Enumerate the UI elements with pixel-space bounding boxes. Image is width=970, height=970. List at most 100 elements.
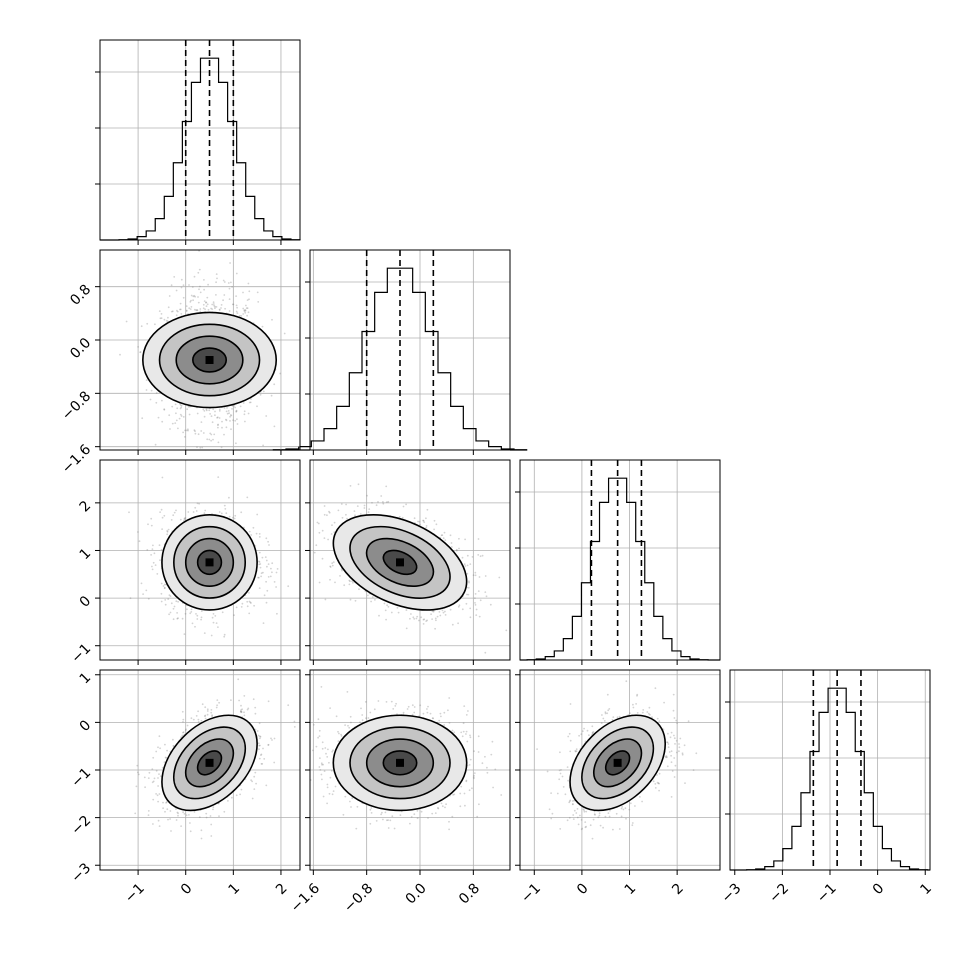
scatter-point	[199, 308, 202, 310]
scatter-point	[205, 305, 208, 308]
scatter-point	[410, 613, 412, 615]
scatter-point	[235, 272, 238, 275]
scatter-point	[210, 415, 213, 418]
scatter-point	[324, 598, 327, 601]
scatter-point	[422, 618, 425, 621]
scatter-point	[239, 710, 242, 713]
scatter-point	[374, 599, 376, 601]
scatter-point	[199, 310, 202, 313]
scatter-point	[185, 305, 188, 307]
scatter-point	[184, 612, 187, 615]
scatter-point	[159, 317, 162, 320]
scatter-point	[193, 275, 196, 278]
scatter-point	[177, 427, 179, 430]
scatter-point	[147, 523, 149, 526]
scatter-point	[216, 277, 218, 280]
scatter-point	[240, 315, 243, 317]
scatter-point	[209, 413, 212, 415]
scatter-point	[228, 298, 231, 300]
scatter-point	[423, 618, 426, 621]
scatter-point	[170, 830, 172, 832]
scatter-point	[211, 421, 214, 424]
scatter-point	[230, 796, 233, 799]
scatter-point	[200, 837, 203, 840]
scatter-point	[220, 304, 223, 306]
scatter-point	[151, 781, 154, 784]
scatter-point	[359, 513, 362, 515]
scatter-point	[258, 533, 261, 535]
scatter-point	[378, 614, 380, 617]
scatter-point	[449, 608, 452, 611]
scatter-point	[236, 418, 238, 421]
scatter-panel-1-0	[95, 249, 301, 466]
scatter-point	[180, 406, 183, 409]
scatter-point	[466, 593, 468, 596]
scatter-point	[158, 825, 161, 827]
scatter-point	[248, 592, 250, 594]
scatter-point	[329, 566, 332, 568]
contour-line-1	[349, 525, 451, 599]
scatter-point	[461, 608, 464, 611]
scatter-point	[166, 749, 169, 752]
scatter-point	[262, 444, 264, 447]
scatter-point	[187, 405, 190, 408]
scatter-point	[221, 426, 223, 429]
scatter-point	[382, 502, 385, 505]
histogram-frame-2	[519, 459, 721, 661]
scatter-point	[214, 305, 217, 308]
scatter-point	[137, 771, 139, 774]
scatter-point	[197, 721, 200, 723]
scatter-point	[444, 539, 447, 541]
scatter-point	[331, 564, 334, 567]
scatter-point	[217, 424, 219, 426]
scatter-point	[415, 617, 418, 620]
scatter-point	[465, 602, 468, 605]
scatter-point	[192, 511, 195, 513]
scatter-point	[198, 464, 200, 466]
scatter-point	[431, 610, 434, 613]
scatter-point	[200, 616, 203, 619]
scatter-point	[208, 438, 211, 441]
scatter-point	[223, 281, 226, 283]
scatter-point	[321, 557, 324, 560]
scatter-point	[185, 309, 188, 312]
scatter-point	[170, 602, 173, 605]
scatter-point	[249, 601, 252, 604]
scatter-point	[244, 420, 246, 423]
scatter-point	[235, 310, 238, 313]
scatter-point	[276, 612, 278, 615]
scatter-point	[138, 540, 141, 543]
scatter-point	[426, 508, 429, 511]
scatter-point	[231, 408, 233, 410]
contour-line-0	[332, 513, 468, 611]
scatter-point	[235, 410, 238, 412]
scatter-point	[349, 580, 351, 583]
scatter-point	[169, 428, 171, 430]
scatter-point	[214, 410, 216, 413]
scatter-point	[223, 633, 226, 636]
scatter-point	[251, 780, 254, 783]
scatter-point	[182, 731, 184, 734]
scatter-point	[191, 622, 194, 625]
scatter-point	[430, 613, 432, 616]
scatter-point	[204, 509, 207, 512]
scatter-point	[203, 415, 206, 418]
scatter-point	[417, 520, 419, 523]
scatter-point	[179, 308, 181, 311]
scatter-point	[348, 579, 351, 582]
scatter-point	[176, 310, 179, 313]
scatter-point	[233, 517, 236, 520]
scatter-point	[155, 401, 158, 404]
scatter-point	[253, 604, 256, 607]
scatter-point	[194, 625, 196, 628]
scatter-point	[323, 537, 326, 539]
scatter-point	[173, 276, 176, 278]
scatter-point	[269, 575, 272, 578]
scatter-point	[259, 563, 262, 565]
scatter-point	[163, 318, 166, 321]
scatter-point	[167, 306, 170, 309]
scatter-point	[212, 303, 215, 305]
scatter-point	[184, 517, 187, 519]
scatter-point	[214, 307, 216, 310]
scatter-point	[474, 604, 477, 606]
